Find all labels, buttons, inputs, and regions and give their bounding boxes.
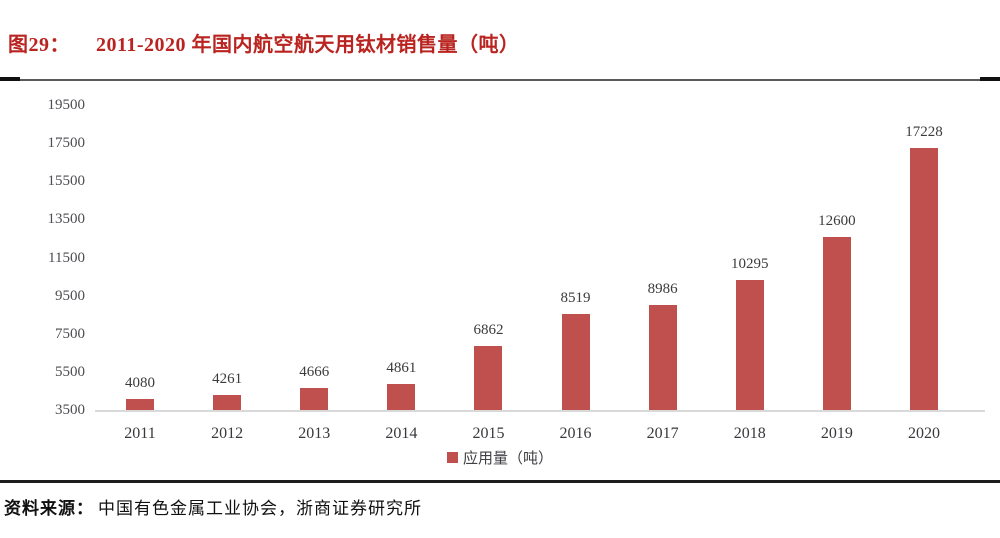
x-axis-tick-label: 2018	[733, 425, 766, 442]
figure-number-label: 图29：	[8, 34, 70, 56]
bar-2017	[648, 305, 677, 410]
x-axis-tick-label: 2016	[559, 425, 592, 442]
bar-value-label: 6862	[473, 322, 504, 338]
y-axis-tick-label: 3500	[55, 402, 85, 418]
y-axis-tick-label: 7500	[55, 325, 85, 342]
x-axis-tick-label: 2017	[646, 425, 679, 442]
x-axis-tick-label: 2012	[211, 425, 244, 442]
source-note: 资料来源： 中国有色金属工业协会，浙商证券研究所	[4, 494, 994, 519]
x-axis-tick-label: 2020	[908, 425, 940, 442]
x-axis-tick-label: 2013	[298, 425, 331, 442]
y-axis-tick-label: 9500	[55, 287, 85, 304]
bar-2014	[387, 384, 416, 410]
bar-value-label: 8986	[647, 281, 678, 297]
bar-value-label: 4666	[299, 364, 330, 380]
y-axis-tick-label: 5500	[55, 363, 85, 380]
bar-value-label: 4080	[125, 375, 155, 391]
y-axis-tick-label: 11500	[48, 249, 85, 266]
x-axis-baseline	[95, 410, 985, 412]
bar-2011	[126, 399, 154, 410]
x-axis-tick-label: 2015	[472, 425, 505, 442]
y-axis-tick-label: 17500	[47, 135, 86, 152]
y-axis-tick-label: 15500	[47, 173, 86, 190]
source-note-text: 中国有色金属工业协会，浙商证券研究所	[98, 499, 422, 518]
x-axis-tick-label: 2014	[385, 425, 418, 442]
separator-end-cap-right	[980, 77, 1000, 81]
bar-2015	[474, 346, 503, 410]
legend-swatch-icon	[446, 451, 458, 463]
bar-value-label: 10295	[731, 256, 769, 272]
bar-value-label: 8519	[560, 290, 591, 306]
bar-2012	[213, 395, 242, 410]
bar-2016	[561, 314, 590, 410]
bar-value-label: 4861	[386, 360, 417, 376]
x-axis-tick-label: 2019	[820, 425, 853, 442]
bottom-separator-rule	[0, 480, 1000, 483]
y-axis-tick-label: 13500	[47, 211, 86, 228]
bar-2019	[822, 237, 851, 410]
bar-value-label: 17228	[905, 124, 943, 140]
source-note-label: 资料来源：	[4, 499, 94, 518]
legend-series-label: 应用量（吨）	[462, 450, 553, 467]
chart-legend: 应用量（吨）	[0, 447, 1000, 467]
figure-title-text: 2011-2020 年国内航空航天用钛材销售量（吨）	[96, 34, 520, 56]
x-axis-tick-label: 2011	[124, 425, 156, 442]
bar-value-label: 12600	[818, 213, 856, 229]
bar-value-label: 4261	[212, 371, 243, 387]
y-axis-tick-label: 19500	[47, 97, 86, 113]
bar-2020	[910, 148, 938, 410]
bar-chart: 应用量（吨） 3500 5500 7500 9500 11500 13500 15500 17…	[0, 85, 1000, 475]
top-separator-rule	[0, 77, 1000, 81]
bar-2013	[300, 388, 329, 410]
figure-title: 图29： 2011-2020 年国内航空航天用钛材销售量（吨）	[8, 28, 992, 57]
bar-2018	[735, 280, 764, 410]
separator-end-cap-left	[0, 77, 20, 81]
